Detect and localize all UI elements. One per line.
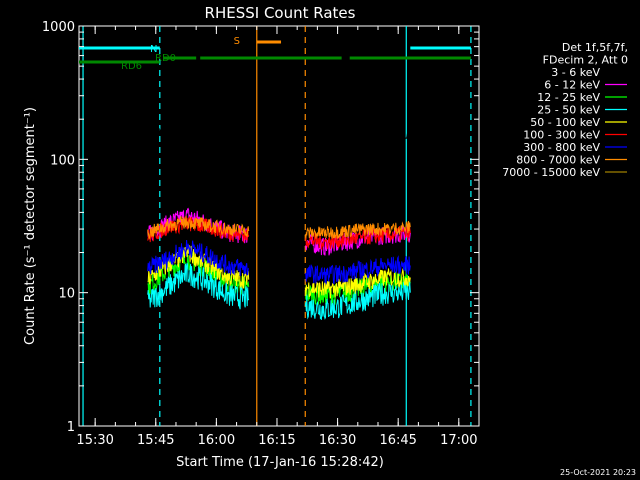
legend-entry-label: 25 - 50 keV	[537, 104, 600, 117]
legend-header: Det 1f,5f,7f,	[562, 41, 628, 54]
series-line	[304, 255, 411, 285]
legend-entry-label: 7000 - 15000 keV	[502, 166, 600, 179]
count-rate-series	[147, 123, 411, 320]
x-tick-label: 17:00	[440, 433, 477, 448]
status-label: RD0	[155, 53, 176, 64]
footer-timestamp: 25-Oct-2021 20:23	[560, 468, 636, 477]
legend-entry-label: 100 - 300 keV	[523, 129, 600, 142]
y-axis: 1 10 100 1000	[42, 20, 479, 435]
x-tick-label: 16:15	[258, 433, 295, 448]
status-label: RD6	[121, 61, 142, 72]
x-tick-label: 16:00	[198, 433, 235, 448]
status-label: N	[150, 44, 157, 55]
series-line	[147, 215, 250, 240]
status-label: S	[234, 36, 240, 47]
legend-entry-label: 300 - 800 keV	[523, 141, 600, 154]
x-axis: 15:30 15:45 16:00 16:15 16:30 16:45 17:00	[76, 26, 480, 448]
legend-header: FDecim 2, Att 0	[543, 54, 628, 67]
series-line	[147, 262, 250, 310]
y-tick-label: 100	[50, 153, 75, 168]
series-line	[147, 123, 250, 140]
y-tick-label: 10	[58, 287, 75, 302]
legend-entry-label: 50 - 100 keV	[530, 116, 600, 129]
y-axis-label: Count Rate (s⁻¹ detector segment⁻¹)	[23, 107, 38, 345]
legend-entry-label: 6 - 12 keV	[544, 79, 600, 92]
x-tick-label: 15:45	[137, 433, 174, 448]
x-tick-label: 16:45	[379, 433, 416, 448]
x-tick-label: 15:30	[76, 433, 113, 448]
y-tick-label: 1000	[42, 20, 75, 35]
chart-title: RHESSI Count Rates	[205, 4, 356, 22]
attenuator-status-bars: N S RD0 RD6	[79, 36, 471, 72]
x-axis-label: Start Time (17-Jan-16 15:28:42)	[176, 455, 384, 470]
plot-frame	[78, 25, 480, 427]
legend-entry-label: 12 - 25 keV	[537, 91, 600, 104]
series-line	[304, 129, 411, 141]
x-tick-label: 16:30	[319, 433, 356, 448]
legend-entry-label: 3 - 6 keV	[551, 66, 600, 79]
time-marker-lines	[82, 26, 472, 426]
legend-entry-label: 800 - 7000 keV	[516, 154, 600, 167]
series-line	[304, 220, 411, 240]
y-tick-label: 1	[67, 420, 75, 435]
series-line	[147, 239, 250, 276]
